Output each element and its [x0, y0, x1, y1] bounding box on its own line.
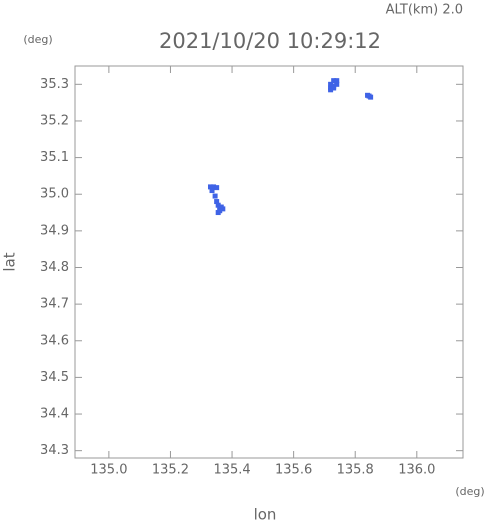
y-tick-label: 35.1 [40, 150, 69, 165]
y-tick-label: 34.9 [40, 223, 69, 238]
point [334, 78, 340, 84]
y-tick-label: 35.0 [40, 187, 69, 202]
point [217, 208, 223, 214]
x-tick-label: 135.8 [337, 463, 374, 478]
point [211, 184, 217, 190]
x-axis-label: lon [254, 506, 277, 521]
y-tick-label: 34.7 [40, 297, 69, 312]
x-tick-label: 135.6 [275, 463, 312, 478]
point [334, 81, 340, 87]
point [218, 204, 224, 210]
point [214, 185, 220, 191]
y-tick-label: 34.8 [40, 260, 69, 275]
y-tick-label: 34.3 [40, 443, 69, 458]
x-tick-label: 135.4 [213, 463, 250, 478]
point [214, 199, 220, 205]
y-tick-label: 34.6 [40, 333, 69, 348]
annotation: ALT(km) 2.0 [386, 3, 463, 18]
point [328, 81, 334, 87]
point [331, 83, 337, 89]
point [212, 193, 218, 199]
x-tick-label: 136.0 [398, 463, 435, 478]
y-tick-label: 34.4 [40, 407, 69, 422]
y-tick-label: 35.2 [40, 113, 69, 128]
y-axis-label: lat [1, 252, 19, 271]
chart-title: 2021/10/20 10:29:12 [159, 29, 381, 53]
point [209, 188, 215, 194]
y-tick-label: 35.3 [40, 77, 69, 92]
y-unit: (deg) [23, 33, 52, 46]
point [328, 87, 334, 93]
x-unit: (deg) [455, 485, 484, 498]
y-tick-label: 34.5 [40, 370, 69, 385]
x-tick-label: 135.2 [152, 463, 189, 478]
point [207, 184, 213, 190]
point [331, 78, 337, 84]
point [366, 93, 372, 99]
plot-frame [74, 65, 464, 459]
x-tick-label: 135.0 [90, 463, 127, 478]
